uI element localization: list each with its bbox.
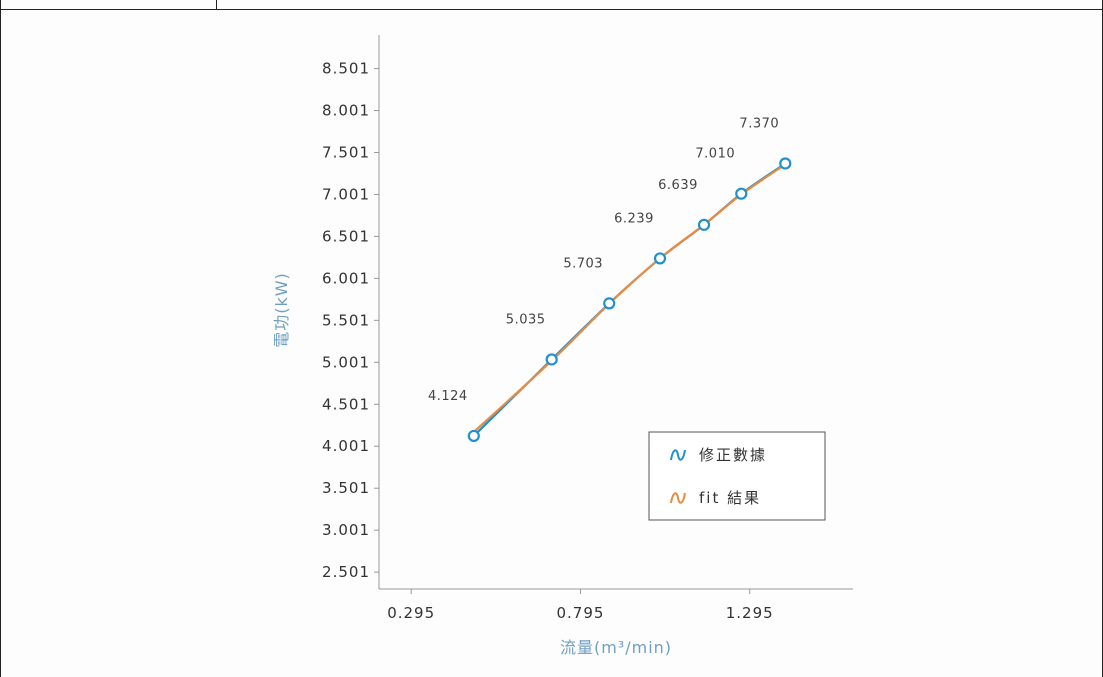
y-tick-label: 6.001 bbox=[322, 269, 370, 287]
x-axis-title: 流量(m³/min) bbox=[560, 638, 672, 657]
y-tick-label: 4.501 bbox=[322, 395, 370, 413]
x-tick-label: 1.295 bbox=[726, 604, 774, 622]
data-labels: 4.124 5.035 5.703 6.239 6.639 7.010 7.370 bbox=[428, 116, 779, 403]
y-tick-label: 6.501 bbox=[322, 227, 370, 245]
y-axis-title: 電功(kW) bbox=[272, 272, 291, 348]
data-point bbox=[545, 353, 558, 366]
x-tick-label: 0.295 bbox=[387, 604, 435, 622]
y-tick-label: 8.001 bbox=[322, 102, 370, 120]
data-label: 6.639 bbox=[658, 178, 698, 193]
y-tick-label: 7.501 bbox=[322, 143, 370, 161]
series-line-0 bbox=[473, 162, 786, 437]
y-tick-label: 7.001 bbox=[322, 185, 370, 203]
y-tick-label: 2.501 bbox=[322, 563, 370, 581]
data-point bbox=[653, 252, 667, 265]
legend-box bbox=[648, 431, 826, 521]
y-tick-label: 4.001 bbox=[322, 437, 370, 455]
data-point bbox=[697, 218, 711, 231]
data-label: 5.703 bbox=[563, 256, 603, 271]
top-cell-divider bbox=[216, 0, 217, 10]
legend-swatch bbox=[670, 492, 686, 504]
data-label: 4.124 bbox=[428, 389, 468, 404]
data-point bbox=[735, 187, 748, 200]
y-tick-label: 5.001 bbox=[322, 353, 370, 371]
series-lines bbox=[473, 162, 786, 437]
series-line-1 bbox=[473, 163, 786, 433]
y-tick-label: 3.001 bbox=[322, 521, 370, 539]
legend: 修正數據 fit 結果 bbox=[648, 431, 826, 521]
series-points bbox=[467, 157, 792, 443]
data-label: 6.239 bbox=[614, 211, 654, 226]
legend-swatch bbox=[670, 449, 686, 461]
data-point bbox=[467, 429, 480, 443]
y-tick-label: 8.501 bbox=[322, 60, 370, 78]
y-tick-label: 5.501 bbox=[322, 311, 370, 329]
data-point bbox=[779, 157, 792, 170]
data-label: 5.035 bbox=[506, 312, 546, 327]
legend-label: 修正數據 bbox=[699, 446, 767, 464]
x-axis: 0.295 0.795 1.295 bbox=[379, 588, 853, 622]
data-label: 7.010 bbox=[695, 147, 735, 162]
top-border-line bbox=[1, 9, 1103, 10]
y-axis: 2.501 3.001 3.501 4.001 4.501 5.001 5.501 6.001… bbox=[322, 35, 380, 589]
data-label: 7.370 bbox=[739, 116, 779, 131]
legend-label: fit 結果 bbox=[699, 489, 761, 507]
data-point bbox=[603, 297, 616, 310]
x-tick-label: 0.795 bbox=[556, 604, 604, 622]
y-tick-label: 3.501 bbox=[322, 479, 370, 497]
